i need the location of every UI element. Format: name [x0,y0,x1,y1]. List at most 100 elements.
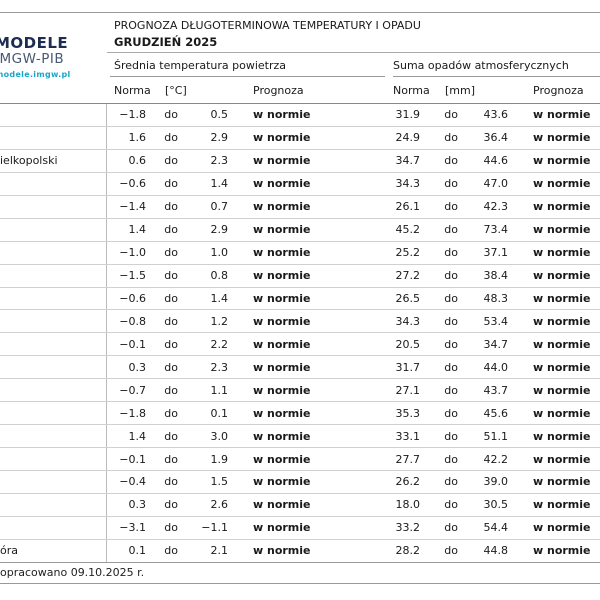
precip-prognoza-cell: w normie [533,475,591,489]
table-row: −1.8 do 0.1 w normie 35.3 do 45.6 w norm… [0,402,600,426]
temp-norma-low-cell: −1.5 [119,269,146,283]
table-row: −0.7 do 1.1 w normie 27.1 do 43.7 w norm… [0,379,600,403]
precip-range-separator: do [444,314,458,328]
precip-range-separator: do [444,452,458,466]
precip-norma-high-cell: 43.6 [483,108,509,122]
temp-norma-low-cell: −1.8 [119,108,146,122]
table-row: −0.6 do 1.4 w normie 26.5 do 48.3 w norm… [0,287,600,311]
precip-range-separator: do [444,383,458,397]
precip-prognoza-cell: w normie [533,544,591,558]
station-name-cell [0,241,107,264]
temp-prognoza-cell: w normie [253,406,311,420]
precip-norma-high-cell: 42.3 [483,200,509,214]
precip-unit-column-header: [mm] [445,84,476,97]
station-name-cell [0,516,107,539]
station-name-cell [0,448,107,470]
precip-norma-high-cell: 45.6 [483,406,509,420]
precip-norma-high-cell: 53.4 [483,314,509,328]
temp-range-separator: do [164,314,178,328]
temp-range-separator: do [164,544,178,558]
precip-prognoza-cell: w normie [533,200,591,214]
precip-norma-high-cell: 48.3 [483,291,509,305]
temp-norma-high-cell: 2.1 [210,544,229,558]
precip-prognoza-cell: w normie [533,521,591,535]
station-name-cell [0,172,107,195]
precip-range-separator: do [444,246,458,260]
table-row: −3.1 do −1.1 w normie 33.2 do 54.4 w nor… [0,516,600,540]
imgw-models-logo[interactable]: MODELE IMGW-PIB modele.imgw.pl [0,36,71,79]
precip-norma-high-cell: 44.6 [483,154,509,168]
temp-prognoza-cell: w normie [253,154,311,168]
temp-range-separator: do [164,200,178,214]
temp-norma-low-cell: −0.1 [119,452,146,466]
precip-prognoza-cell: w normie [533,337,591,351]
precip-norma-low-cell: 18.0 [395,498,421,512]
precip-norma-low-cell: 27.2 [395,269,421,283]
precip-prognoza-cell: w normie [533,131,591,145]
page-title: PROGNOZA DŁUGOTERMINOWA TEMPERATURY I OP… [114,19,421,32]
station-name-cell [0,356,107,379]
temp-range-separator: do [164,108,178,122]
temp-norma-low-cell: 0.3 [128,498,147,512]
precip-norma-low-cell: 34.7 [395,154,421,168]
temp-norma-low-cell: −3.1 [119,521,146,535]
footer-divider [0,583,600,584]
temp-range-separator: do [164,521,178,535]
precip-norma-low-cell: 35.3 [395,406,421,420]
precip-norma-high-cell: 36.4 [483,131,509,145]
table-row: −1.8 do 0.5 w normie 31.9 do 43.6 w norm… [0,104,600,127]
precip-prognoza-cell: w normie [533,154,591,168]
temp-norma-high-cell: 1.4 [210,177,229,191]
precip-range-separator: do [444,291,458,305]
temp-prognoza-cell: w normie [253,246,311,260]
station-name-cell [0,310,107,333]
temp-norma-low-cell: −1.4 [119,200,146,214]
precip-norma-high-cell: 43.7 [483,383,509,397]
station-name-cell [0,218,107,241]
table-row: 1.4 do 2.9 w normie 45.2 do 73.4 w normi… [0,218,600,242]
precip-range-separator: do [444,544,458,558]
temp-norma-low-cell: 0.1 [128,544,147,558]
temp-range-separator: do [164,498,178,512]
precip-norma-low-cell: 33.2 [395,521,421,535]
precip-prognoza-cell: w normie [533,291,591,305]
station-name-cell: ielkopolski [0,149,107,172]
temp-norma-high-cell: 0.7 [210,200,229,214]
precip-norma-low-cell: 34.3 [395,314,421,328]
temp-prognoza-cell: w normie [253,291,311,305]
footer-issued-date: opracowano 09.10.2025 r. [0,566,145,579]
temp-norma-low-cell: −1.8 [119,406,146,420]
table-row: −0.1 do 2.2 w normie 20.5 do 34.7 w norm… [0,333,600,357]
precip-prognoza-cell: w normie [533,246,591,260]
precip-prognoza-cell: w normie [533,177,591,191]
precip-prognoza-cell: w normie [533,498,591,512]
temp-norma-high-cell: 1.0 [210,246,229,260]
precip-norma-high-cell: 39.0 [483,475,509,489]
temp-prognoza-cell: w normie [253,475,311,489]
temp-prognoza-cell: w normie [253,314,311,328]
logo-text-imgw-pib: IMGW-PIB [0,51,65,67]
precip-norma-high-cell: 44.8 [483,544,509,558]
table-row: −0.4 do 1.5 w normie 26.2 do 39.0 w norm… [0,471,600,494]
table-row: ielkopolski 0.6 do 2.3 w normie 34.7 do … [0,149,600,173]
table-row: 1.6 do 2.9 w normie 24.9 do 36.4 w normi… [0,126,600,150]
precip-norma-high-cell: 38.4 [483,269,509,283]
page-subtitle-month: GRUDZIEŃ 2025 [114,35,218,49]
temp-norma-high-cell: 2.9 [210,131,229,145]
precip-norma-low-cell: 31.9 [395,108,421,122]
temp-prognoza-cell: w normie [253,131,311,145]
precip-range-separator: do [444,521,458,535]
station-name-cell: óra [0,539,107,562]
top-divider [0,12,600,13]
precip-norma-low-cell: 45.2 [395,223,421,237]
temp-norma-low-cell: −0.1 [119,337,146,351]
precip-range-separator: do [444,223,458,237]
precip-range-separator: do [444,498,458,512]
precip-range-separator: do [444,360,458,374]
temp-range-separator: do [164,429,178,443]
temp-norma-low-cell: −0.6 [119,291,146,305]
temp-range-separator: do [164,360,178,374]
precip-range-separator: do [444,154,458,168]
temp-range-separator: do [164,154,178,168]
precip-norma-low-cell: 28.2 [395,544,421,558]
